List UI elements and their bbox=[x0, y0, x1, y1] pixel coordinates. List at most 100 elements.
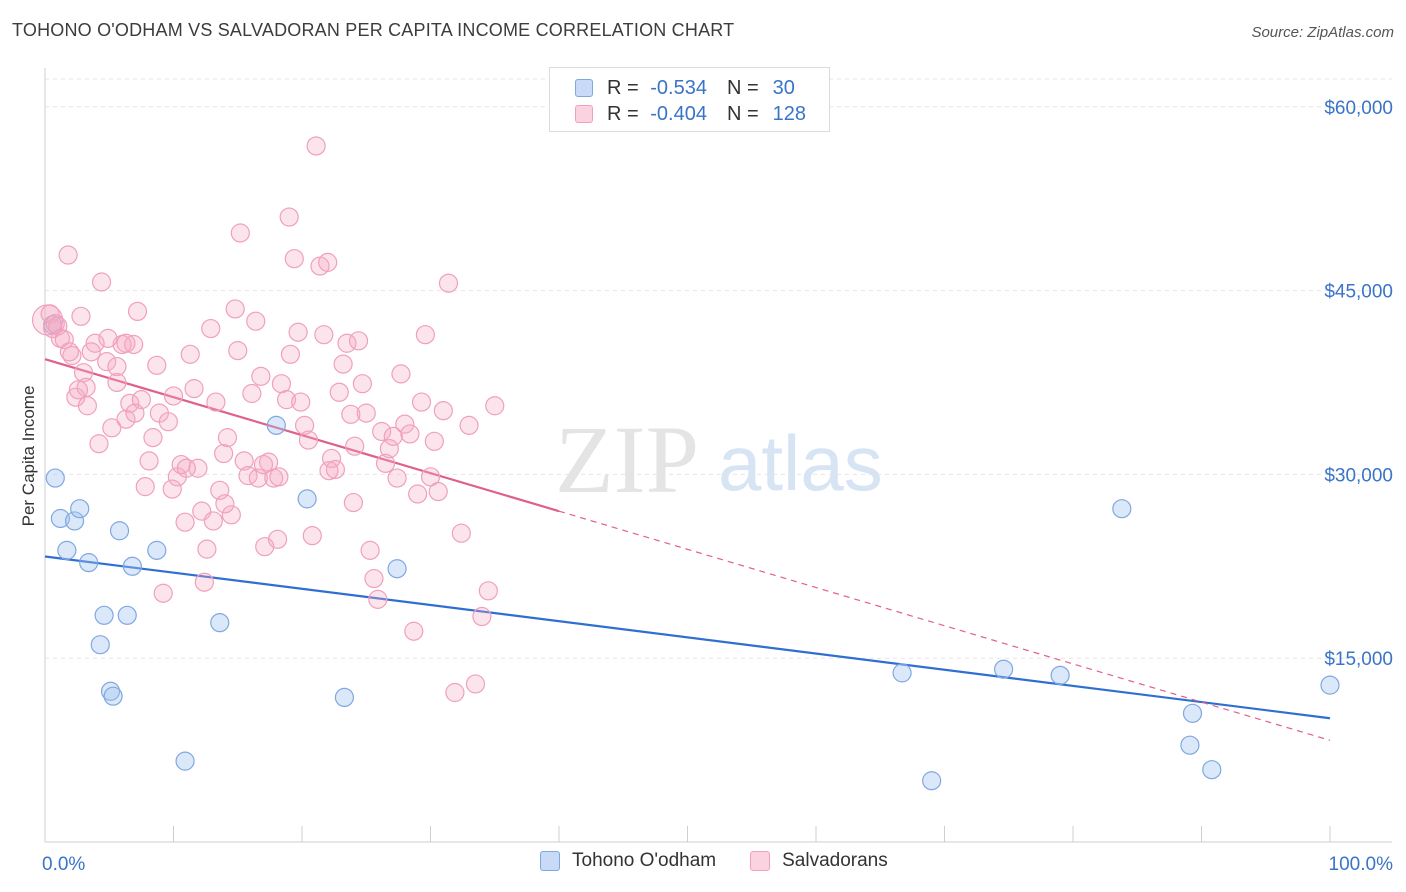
point-salvadoran bbox=[298, 430, 319, 450]
trend-line-tohono bbox=[44, 555, 1331, 720]
point-salvadoran bbox=[135, 477, 155, 497]
point-salvadoran bbox=[98, 328, 118, 348]
point-salvadoran bbox=[356, 403, 376, 423]
point-salvadoran bbox=[230, 223, 250, 243]
legend-item-tohono: Tohono O'odham bbox=[540, 850, 716, 872]
point-salvadoran bbox=[375, 453, 396, 473]
point-tohono bbox=[210, 613, 230, 633]
point-salvadoran bbox=[291, 392, 311, 412]
point-salvadoran bbox=[201, 318, 221, 339]
point-salvadoran bbox=[45, 314, 65, 334]
y-tick-label: $30,000 bbox=[1324, 465, 1393, 486]
legend-swatch-salvadoran bbox=[575, 105, 593, 123]
legend-r-label: R = bbox=[607, 102, 639, 125]
point-salvadoran bbox=[288, 322, 308, 342]
point-salvadoran bbox=[197, 539, 217, 559]
point-salvadoran bbox=[91, 272, 112, 292]
point-tohono bbox=[1320, 675, 1340, 695]
point-salvadoran bbox=[234, 451, 254, 471]
legend-label-tohono: Tohono O'odham bbox=[572, 850, 717, 871]
point-tohono bbox=[109, 521, 130, 541]
point-tohono bbox=[994, 659, 1014, 679]
point-salvadoran bbox=[325, 459, 346, 480]
point-salvadoran bbox=[217, 428, 238, 448]
point-tohono bbox=[45, 468, 65, 488]
point-salvadoran bbox=[184, 379, 204, 399]
point-salvadoran bbox=[348, 331, 369, 351]
point-salvadoran bbox=[372, 421, 392, 442]
point-salvadoran bbox=[329, 382, 349, 402]
x-tick-label: 0.0% bbox=[42, 854, 85, 875]
point-salvadoran bbox=[343, 492, 363, 513]
point-salvadoran bbox=[318, 252, 338, 272]
point-salvadoran bbox=[306, 136, 326, 156]
legend-label-salvadoran: Salvadorans bbox=[782, 850, 888, 871]
point-salvadoran bbox=[253, 454, 274, 475]
point-salvadoran bbox=[125, 403, 145, 423]
legend-item-salvadoran: Salvadorans bbox=[750, 850, 888, 872]
point-tohono bbox=[1112, 499, 1132, 519]
point-salvadoran bbox=[194, 572, 214, 592]
point-tohono bbox=[297, 489, 317, 509]
point-salvadoran bbox=[251, 366, 271, 386]
point-salvadoran bbox=[215, 494, 235, 514]
point-salvadoran bbox=[225, 299, 245, 319]
axes bbox=[44, 68, 1392, 843]
point-tohono bbox=[1180, 735, 1200, 755]
legend-n-value: 30 bbox=[772, 76, 795, 99]
point-salvadoran bbox=[107, 356, 127, 377]
point-salvadoran bbox=[408, 484, 428, 504]
point-salvadoran bbox=[124, 334, 144, 355]
watermark-zip: ZIP bbox=[555, 406, 699, 513]
point-salvadoran bbox=[485, 396, 505, 416]
point-tohono bbox=[79, 553, 99, 573]
point-salvadoran bbox=[40, 304, 60, 324]
y-tick-label: $60,000 bbox=[1324, 98, 1393, 119]
point-salvadoran bbox=[58, 245, 78, 265]
legend-n-label: N = bbox=[726, 76, 759, 99]
point-salvadoran bbox=[228, 341, 248, 361]
point-salvadoran bbox=[139, 451, 159, 471]
point-salvadoran bbox=[127, 301, 148, 322]
trend-lines bbox=[44, 358, 1331, 741]
point-tohono bbox=[147, 540, 167, 560]
point-tohono bbox=[117, 605, 137, 625]
point-tohono bbox=[1050, 665, 1070, 685]
point-salvadoran bbox=[180, 344, 200, 364]
point-tohono bbox=[1182, 703, 1203, 723]
point-salvadoran bbox=[97, 352, 117, 372]
point-tohono bbox=[334, 687, 355, 708]
point-salvadoran bbox=[451, 523, 471, 543]
y-tick-label: $15,000 bbox=[1324, 649, 1393, 670]
point-salvadoran bbox=[352, 374, 372, 394]
point-tohono bbox=[70, 499, 90, 519]
watermark-atlas: atlas bbox=[718, 419, 883, 507]
point-salvadoran bbox=[345, 436, 365, 456]
point-salvadoran bbox=[242, 383, 262, 404]
point-salvadoran bbox=[294, 415, 315, 435]
point-salvadoran bbox=[364, 568, 384, 589]
point-salvadoran bbox=[360, 540, 380, 560]
point-salvadoran bbox=[400, 424, 420, 444]
point-salvadoran bbox=[175, 512, 195, 532]
point-tohono bbox=[50, 508, 71, 529]
point-salvadoran bbox=[102, 418, 122, 438]
point-salvadoran bbox=[163, 386, 184, 406]
legend-n-value: 128 bbox=[772, 102, 807, 125]
point-salvadoran bbox=[321, 448, 342, 469]
point-tohono bbox=[892, 663, 912, 683]
point-salvadoran bbox=[314, 325, 334, 345]
point-salvadoran bbox=[404, 621, 424, 641]
point-tohono bbox=[175, 751, 195, 771]
point-tohono bbox=[90, 635, 110, 655]
point-salvadoran bbox=[54, 329, 74, 350]
point-salvadoran bbox=[445, 682, 465, 703]
point-salvadoran bbox=[284, 249, 304, 269]
gridlines bbox=[45, 78, 1392, 659]
legend-r-value: -0.534 bbox=[650, 76, 707, 99]
point-salvadoran bbox=[269, 467, 289, 487]
point-salvadoran bbox=[89, 434, 109, 454]
point-salvadoran bbox=[415, 325, 435, 345]
point-salvadoran bbox=[391, 364, 411, 384]
point-salvadoran bbox=[333, 354, 353, 374]
